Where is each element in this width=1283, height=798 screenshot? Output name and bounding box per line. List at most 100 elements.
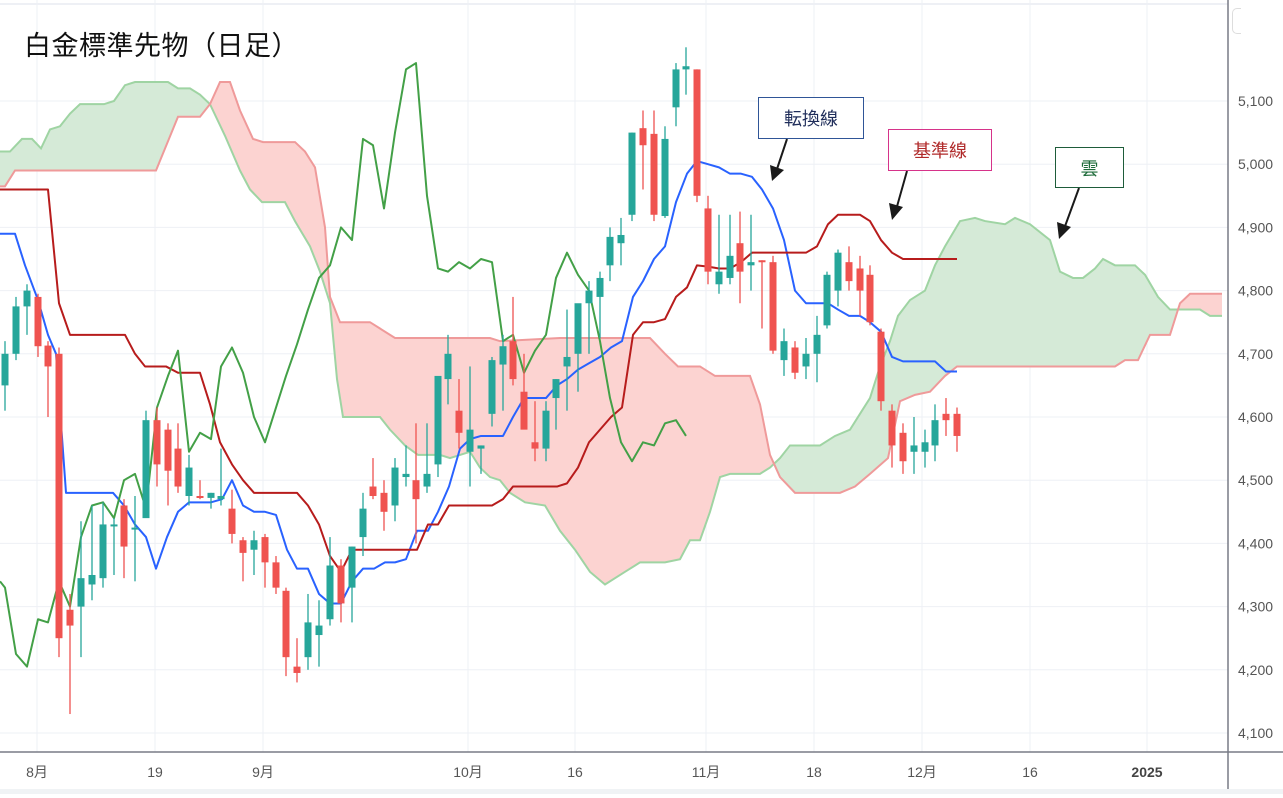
candle-body — [44, 345, 52, 367]
candle-body — [899, 432, 907, 462]
annotation-arrows — [770, 138, 1080, 239]
candle-body — [693, 69, 701, 196]
up-candle — [780, 328, 788, 376]
down-candle — [758, 260, 766, 329]
indicator-lines — [0, 62, 957, 668]
up-candle — [802, 338, 810, 380]
down-candle — [888, 404, 896, 468]
candle-body — [715, 271, 723, 285]
candle-body — [228, 508, 236, 534]
down-candle — [380, 480, 388, 531]
up-candle — [359, 492, 367, 557]
up-candle — [813, 315, 821, 383]
up-candle — [617, 217, 625, 266]
up-candle — [606, 227, 614, 282]
tenkan-line — [0, 160, 957, 605]
price-scale-handle[interactable] — [1232, 8, 1241, 34]
bullish-cloud-area — [0, 82, 211, 187]
down-candle — [44, 341, 52, 417]
down-candle — [520, 353, 528, 430]
down-candle — [228, 489, 236, 544]
time-tick-label: 8月 — [26, 764, 48, 780]
candle-body — [326, 565, 334, 620]
time-tick-label: 19 — [147, 764, 163, 780]
candle-body — [823, 274, 831, 326]
arrow-icon — [889, 170, 908, 220]
candle-body — [120, 505, 128, 547]
time-tick-label: 2025 — [1131, 764, 1162, 780]
down-candle — [866, 265, 874, 326]
candlestick-series — [1, 47, 961, 715]
candle-body — [910, 445, 918, 452]
candle-body — [359, 508, 367, 538]
up-candle — [823, 271, 831, 329]
candle-body — [856, 268, 864, 291]
candle-body — [110, 524, 118, 527]
up-candle — [672, 63, 680, 127]
down-candle — [639, 110, 647, 190]
up-candle — [88, 505, 96, 601]
price-tick-label: 4,900 — [1238, 219, 1273, 235]
up-candle — [23, 284, 31, 335]
candle-body — [877, 331, 885, 402]
candle-body — [402, 473, 410, 478]
time-tick-label: 12月 — [907, 764, 937, 780]
price-tick-label: 4,300 — [1238, 599, 1273, 615]
candle-body — [293, 666, 301, 673]
candle-body — [531, 442, 539, 449]
candle-body — [1, 353, 9, 386]
candle-body — [337, 565, 345, 604]
up-candle — [552, 379, 560, 430]
up-candle — [131, 496, 139, 582]
up-candle — [99, 502, 107, 588]
down-candle — [164, 423, 172, 506]
up-candle — [921, 429, 929, 468]
down-candle — [34, 293, 42, 357]
candle-body — [520, 391, 528, 430]
candle-body — [639, 128, 647, 146]
time-tick-label: 9月 — [252, 764, 274, 780]
candle-body — [921, 442, 929, 452]
candle-body — [747, 262, 755, 266]
up-candle — [542, 401, 550, 462]
chikou-line — [0, 62, 687, 668]
down-candle — [153, 407, 161, 487]
candle-body — [23, 290, 31, 307]
price-tick-label: 4,200 — [1238, 662, 1273, 678]
down-candle — [736, 211, 744, 304]
candle-body — [628, 132, 636, 215]
candle-body — [650, 133, 658, 215]
up-candle — [726, 214, 734, 285]
up-candle — [596, 271, 604, 338]
candle-body — [207, 492, 215, 498]
candle-body — [606, 236, 614, 266]
up-candle — [628, 132, 636, 222]
candle-body — [499, 346, 507, 365]
candle-body — [217, 496, 225, 500]
price-tick-label: 4,400 — [1238, 535, 1273, 551]
candle-body — [704, 208, 712, 272]
down-candle — [693, 69, 701, 203]
up-candle — [444, 334, 452, 405]
candle-body — [953, 413, 961, 436]
candle-body — [434, 375, 442, 465]
arrow-icon — [1057, 187, 1080, 239]
up-candle — [423, 423, 431, 493]
candle-body — [174, 448, 182, 487]
candle-body — [88, 575, 96, 585]
down-candle — [455, 379, 463, 449]
up-candle — [326, 537, 334, 626]
candle-body — [780, 341, 788, 361]
candle-body — [509, 341, 517, 380]
down-candle — [899, 423, 907, 474]
candle-body — [802, 353, 810, 367]
down-candle — [369, 458, 377, 500]
candle-body — [34, 296, 42, 347]
candle-body — [574, 303, 582, 354]
price-tick-label: 5,000 — [1238, 156, 1273, 172]
time-tick-label: 16 — [567, 764, 583, 780]
candle-body — [931, 420, 939, 446]
down-candle — [877, 328, 885, 411]
